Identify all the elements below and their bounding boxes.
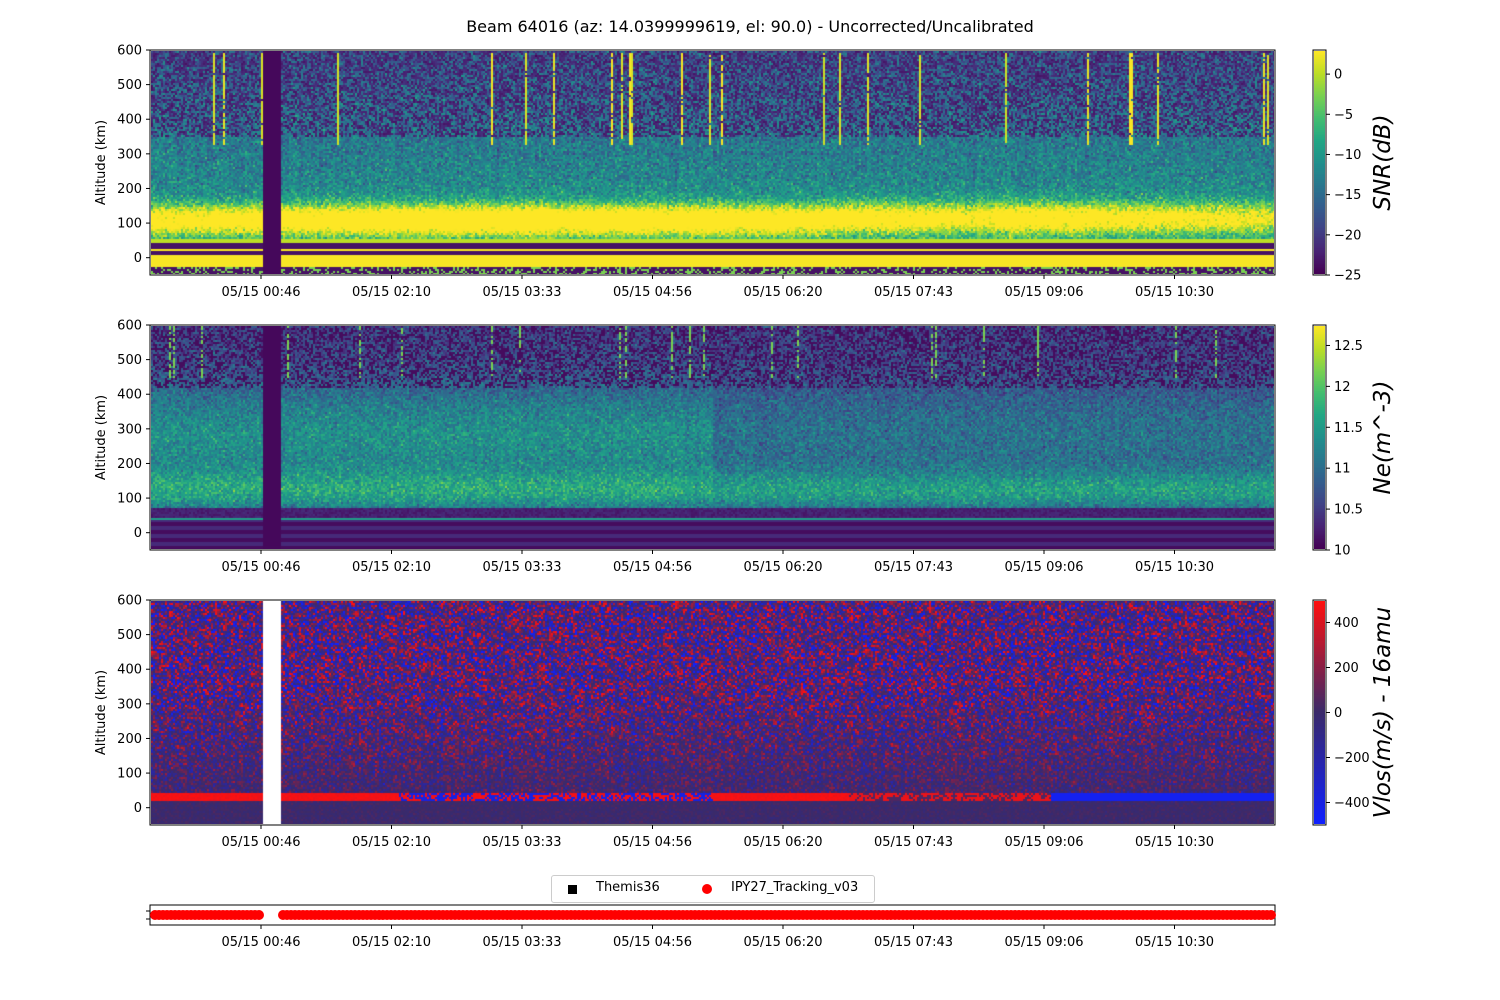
colorbar-tick-label: 12: [1334, 380, 1351, 395]
x-tick-label: 05/15 03:33: [482, 285, 561, 300]
x-tick-label: 05/15 09:06: [1004, 285, 1083, 300]
x-tick-label: 05/15 02:10: [352, 560, 431, 575]
colorbar-tick-label: 0: [1334, 68, 1342, 83]
colorbar-frame-ne: [1312, 324, 1327, 551]
colorbar-tick-label: 0: [1334, 706, 1342, 721]
colorbar-label-vlos: Vlos(m/s) - 16amu: [1370, 607, 1396, 819]
colorbar-tick-label: 11.5: [1334, 421, 1363, 436]
colorbar-tick-label: 12.5: [1334, 339, 1363, 354]
y-tick-label: 600: [117, 44, 142, 59]
colorbar-label-ne: Ne(m^-3): [1370, 381, 1396, 495]
y-tick-label: 500: [117, 628, 142, 643]
y-tick-label: 100: [117, 217, 142, 232]
x-tick-label: 05/15 02:10: [352, 935, 431, 950]
panel-frame-snr: [149, 49, 1276, 276]
y-tick-label: 200: [117, 182, 142, 197]
x-tick-label: 05/15 09:06: [1004, 935, 1083, 950]
x-tick-label: 05/15 04:56: [613, 560, 692, 575]
x-tick-label: 05/15 10:30: [1135, 285, 1214, 300]
x-tick-label: 05/15 07:43: [874, 935, 953, 950]
tracking-point: [1266, 910, 1276, 920]
y-tick-label: 400: [117, 663, 142, 678]
y-tick-label: 200: [117, 457, 142, 472]
x-tick-label: 05/15 06:20: [743, 560, 822, 575]
legend-marker-themis36: [568, 885, 577, 894]
x-tick-label: 05/15 07:43: [874, 835, 953, 850]
y-tick-label: 300: [117, 697, 142, 712]
colorbar-tick-label: −400: [1334, 796, 1370, 811]
x-tick-label: 05/15 07:43: [874, 285, 953, 300]
colorbar-tick-label: −25: [1334, 269, 1361, 284]
colorbar-tick-label: −15: [1334, 188, 1361, 203]
y-axis-label: Altitude (km): [94, 395, 109, 480]
x-tick-label: 05/15 06:20: [743, 935, 822, 950]
x-tick-label: 05/15 00:46: [221, 835, 300, 850]
y-tick-label: 0: [134, 526, 142, 541]
x-tick-label: 05/15 10:30: [1135, 560, 1214, 575]
x-tick-label: 05/15 00:46: [221, 285, 300, 300]
y-tick-label: 600: [117, 319, 142, 334]
y-tick-label: 100: [117, 767, 142, 782]
legend-label-themis36: Themis36: [596, 880, 660, 895]
colorbar-tick-label: −20: [1334, 228, 1361, 243]
x-tick-label: 05/15 10:30: [1135, 835, 1214, 850]
y-tick-label: 100: [117, 492, 142, 507]
y-tick-label: 0: [134, 801, 142, 816]
x-tick-label: 05/15 09:06: [1004, 835, 1083, 850]
panel-frame-vlos: [149, 599, 1276, 826]
x-tick-label: 05/15 03:33: [482, 935, 561, 950]
legend-label-ipy27: IPY27_Tracking_v03: [731, 880, 859, 895]
x-tick-label: 05/15 04:56: [613, 935, 692, 950]
x-tick-label: 05/15 10:30: [1135, 935, 1214, 950]
colorbar-frame-snr: [1312, 49, 1327, 276]
colorbar-tick-label: −200: [1334, 751, 1370, 766]
colorbar-tick-label: 200: [1334, 661, 1359, 676]
y-tick-label: 600: [117, 594, 142, 609]
x-tick-label: 05/15 06:20: [743, 285, 822, 300]
y-axis-label: Altitude (km): [94, 670, 109, 755]
y-tick-label: 500: [117, 353, 142, 368]
ne-colorbar: [1314, 326, 1325, 549]
colorbar-tick-label: 10: [1334, 544, 1351, 559]
y-axis-label: Altitude (km): [94, 120, 109, 205]
x-tick-label: 05/15 00:46: [221, 560, 300, 575]
x-tick-label: 05/15 02:10: [352, 285, 431, 300]
y-tick-label: 400: [117, 113, 142, 128]
y-tick-label: 500: [117, 78, 142, 93]
vlos-heatmap: [151, 601, 1274, 824]
ne-heatmap: [151, 326, 1274, 549]
y-tick-label: 200: [117, 732, 142, 747]
colorbar-frame-vlos: [1312, 599, 1327, 826]
x-tick-label: 05/15 03:33: [482, 835, 561, 850]
x-tick-label: 05/15 06:20: [743, 835, 822, 850]
y-tick-label: 400: [117, 388, 142, 403]
colorbar-tick-label: 400: [1334, 616, 1359, 631]
legend: Themis36 IPY27_Tracking_v03: [551, 875, 875, 903]
panel-frame-ne: [149, 324, 1276, 551]
y-tick-label: 0: [134, 251, 142, 266]
figure-title: Beam 64016 (az: 14.0399999619, el: 90.0)…: [466, 17, 1034, 36]
colorbar-label-snr: SNR(dB): [1370, 114, 1396, 210]
x-tick-label: 05/15 04:56: [613, 285, 692, 300]
y-tick-label: 300: [117, 422, 142, 437]
x-tick-label: 05/15 03:33: [482, 560, 561, 575]
colorbar-tick-label: −5: [1334, 108, 1353, 123]
x-tick-label: 05/15 00:46: [221, 935, 300, 950]
snr-heatmap: [151, 51, 1274, 274]
tracking-point: [254, 910, 264, 920]
colorbar-tick-label: 10.5: [1334, 503, 1363, 518]
x-tick-label: 05/15 04:56: [613, 835, 692, 850]
legend-marker-ipy27: [702, 884, 712, 894]
x-tick-label: 05/15 07:43: [874, 560, 953, 575]
y-tick-label: 300: [117, 147, 142, 162]
vlos-colorbar: [1314, 601, 1325, 824]
colorbar-tick-label: −10: [1334, 148, 1361, 163]
snr-colorbar: [1314, 51, 1325, 274]
x-tick-label: 05/15 09:06: [1004, 560, 1083, 575]
colorbar-tick-label: 11: [1334, 462, 1351, 477]
x-tick-label: 05/15 02:10: [352, 835, 431, 850]
